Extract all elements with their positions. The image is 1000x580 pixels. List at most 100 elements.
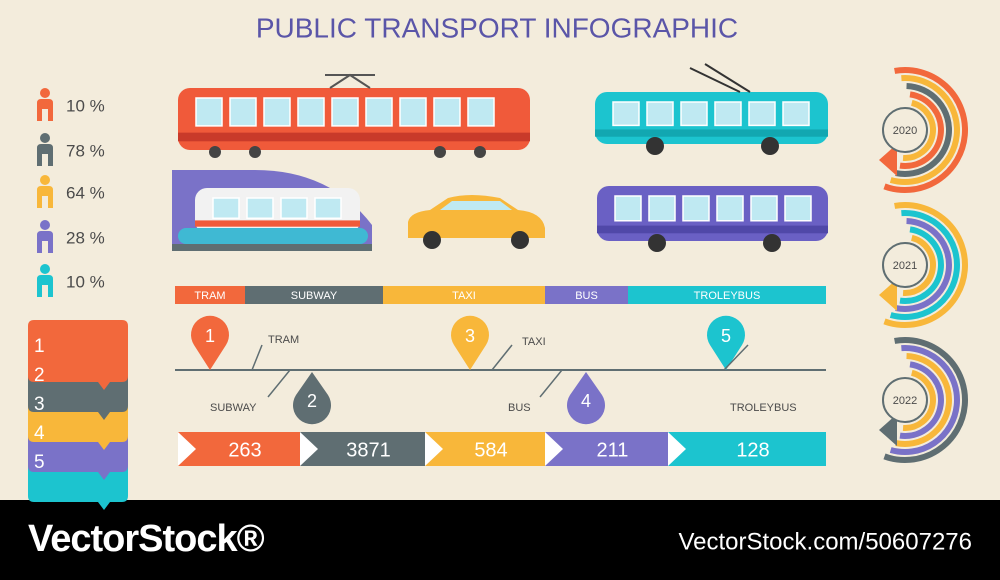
bus-window [716, 195, 744, 222]
year-ring [889, 345, 960, 455]
tram-window [331, 97, 359, 127]
pin-connector [491, 344, 513, 371]
year-pointer [879, 144, 897, 176]
year-ring [895, 218, 952, 312]
pin-number: 2 [307, 391, 317, 411]
year-ring [889, 75, 960, 185]
year-ring [899, 91, 944, 169]
legend-label: TAXI [452, 290, 476, 302]
arrow-value: 584 [474, 439, 507, 461]
trolleybus-window [714, 101, 742, 127]
tram-wheel [434, 146, 446, 158]
arrow-segment [545, 432, 668, 466]
background [0, 0, 1000, 500]
pin-connector [267, 369, 291, 398]
subway-stripe [195, 220, 360, 227]
tram-stripe [178, 132, 530, 142]
legend-label: TROLEYBUS [694, 290, 761, 302]
trolleybus-window [612, 101, 640, 127]
year-ring [899, 361, 944, 439]
tram-window [195, 97, 223, 127]
trolleybus-poles [689, 63, 751, 93]
person-stat: 78 % [66, 141, 105, 160]
year-disc [882, 377, 928, 423]
pin [191, 315, 229, 370]
pin-connector [539, 369, 563, 398]
trolleybus-wheel [646, 137, 664, 155]
arrow-chevron [425, 432, 443, 466]
person-head [40, 88, 50, 98]
bus-window [648, 195, 676, 222]
taxi-wheel [423, 231, 441, 249]
pin [293, 372, 331, 425]
year-label: 2020 [893, 125, 917, 137]
year-ring [883, 202, 968, 328]
pin-label: TROLEYBUS [730, 402, 797, 414]
trolleybus-window [680, 101, 708, 127]
year-disc [882, 107, 928, 153]
subway-window [280, 197, 308, 219]
pin-label: TRAM [268, 334, 299, 346]
bus-wheel [648, 234, 666, 252]
title: PUBLIC TRANSPORT INFOGRAPHIC [256, 12, 738, 43]
year-ring [899, 226, 944, 304]
taxi-wheel [511, 231, 529, 249]
year-ring [883, 67, 968, 193]
person-head [40, 264, 50, 274]
tram-window [297, 97, 325, 127]
trolleybus-window [748, 101, 776, 127]
year-ring [902, 234, 936, 296]
year-pointer [879, 279, 897, 311]
bus-wheel [763, 234, 781, 252]
subway-window [212, 197, 240, 219]
list-number: 2 [34, 365, 45, 386]
year-pointer [879, 414, 897, 446]
legend-segment [383, 286, 545, 304]
year-ring [889, 210, 960, 320]
legend-segment [245, 286, 383, 304]
trolleybus-stripe [595, 129, 828, 137]
subway-platform [172, 244, 372, 251]
pin-number: 3 [465, 326, 475, 346]
taxi-window [440, 201, 512, 210]
arrow-value: 128 [736, 439, 769, 461]
pin-number: 5 [721, 326, 731, 346]
tram-window [263, 97, 291, 127]
trolleybus-wheel [761, 137, 779, 155]
arrow-chevron [545, 432, 563, 466]
person-body [37, 99, 53, 121]
person-head [40, 220, 50, 230]
pin-label: TAXI [522, 336, 546, 348]
arrow-chevron [300, 432, 318, 466]
bus-window [614, 195, 642, 222]
year-ring [895, 83, 952, 177]
bus-window [784, 195, 812, 222]
arrow-segment [300, 432, 425, 466]
pin [706, 315, 745, 370]
arrow-segment [668, 432, 826, 466]
arrow-value: 211 [597, 439, 629, 461]
tram-window [433, 97, 461, 127]
bus-stripe [597, 225, 828, 234]
person-head [40, 175, 50, 185]
person-body [37, 186, 53, 208]
arrow-value: 3871 [346, 439, 391, 461]
year-ring [895, 353, 952, 447]
pin-number: 4 [581, 391, 591, 411]
legend-segment [545, 286, 628, 304]
person-body [37, 231, 53, 253]
footer-id: VectorStock.com/50607276 [678, 528, 972, 555]
year-ring [883, 337, 968, 463]
legend-segment [628, 286, 826, 304]
footer-brand: VectorStock® [28, 518, 265, 560]
tram-pantograph [325, 73, 375, 89]
pin-label: SUBWAY [210, 402, 257, 414]
taxi-body [408, 195, 545, 238]
arrow-chevron [668, 432, 686, 466]
tram-wheel [249, 146, 261, 158]
pin [567, 372, 605, 425]
bus-window [682, 195, 710, 222]
person-head [40, 133, 50, 143]
subway-window [314, 197, 342, 219]
